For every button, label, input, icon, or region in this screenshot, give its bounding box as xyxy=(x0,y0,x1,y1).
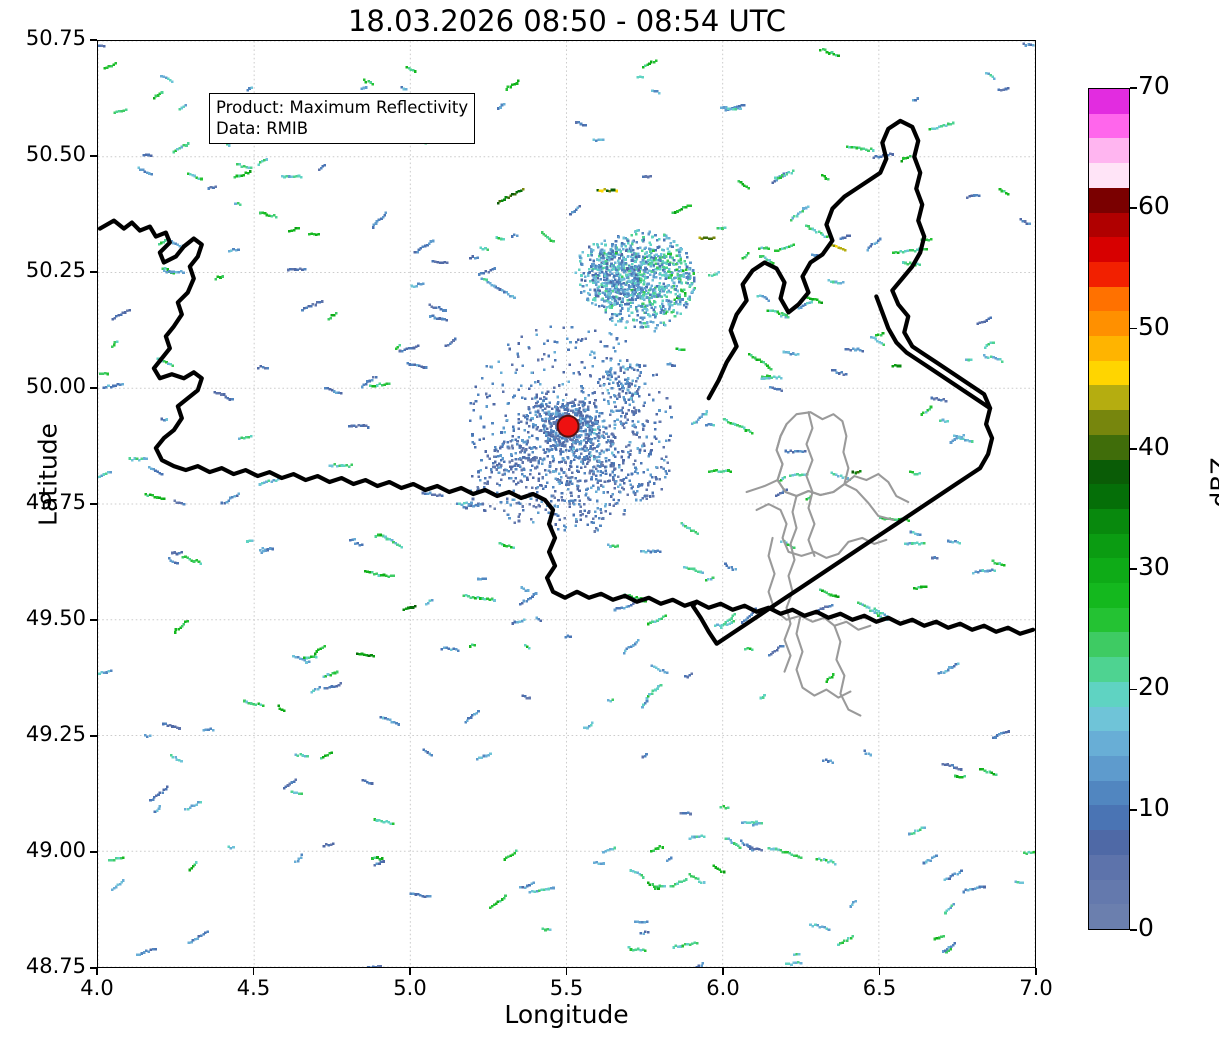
colorbar-band xyxy=(1089,360,1129,386)
colorbar-tick-mark xyxy=(1130,207,1137,210)
y-tick-label: 50.00 xyxy=(25,374,86,398)
colorbar-band xyxy=(1089,187,1129,213)
x-tick-label: 6.5 xyxy=(862,976,897,1000)
colorbar-band xyxy=(1089,780,1129,806)
x-tick-label: 4.5 xyxy=(236,976,271,1000)
colorbar-band xyxy=(1089,805,1129,831)
colorbar-tick-mark xyxy=(1130,929,1137,931)
colorbar-band xyxy=(1089,459,1129,485)
x-tick-mark xyxy=(252,968,255,975)
colorbar-tick-label: 20 xyxy=(1138,672,1170,702)
colorbar-band xyxy=(1089,484,1129,509)
y-tick-label: 48.75 xyxy=(25,954,86,978)
colorbar-tick-label: 40 xyxy=(1138,431,1170,461)
y-tick-mark xyxy=(90,851,97,853)
colorbar-band xyxy=(1089,311,1129,337)
country-borders xyxy=(98,118,1035,646)
y-tick-label: 49.25 xyxy=(25,722,86,746)
y-tick-label: 49.50 xyxy=(25,606,86,630)
product-info-box: Product: Maximum Reflectivity Data: RMIB xyxy=(209,93,476,145)
colorbar-band xyxy=(1089,261,1129,287)
x-tick-mark xyxy=(1035,968,1037,975)
colorbar-band xyxy=(1089,755,1129,781)
colorbar-tick-mark xyxy=(1130,568,1137,570)
colorbar-band xyxy=(1089,336,1129,361)
x-tick-label: 7.0 xyxy=(1019,976,1053,1000)
x-tick-label: 6.0 xyxy=(706,976,740,1000)
colorbar[interactable]: 0 10 20 30 40 50 60 70 xyxy=(1088,71,1170,942)
colorbar-tick-mark xyxy=(1130,327,1137,330)
x-tick-mark xyxy=(722,968,724,975)
colorbar-band xyxy=(1089,533,1129,559)
colorbar-band xyxy=(1089,385,1129,411)
colorbar-tick-label: 10 xyxy=(1138,792,1170,822)
radar-echo-layer xyxy=(98,42,1035,967)
colorbar-band xyxy=(1089,410,1129,435)
x-tick-mark xyxy=(96,968,98,975)
x-tick-label: 5.5 xyxy=(549,976,584,1000)
colorbar-band xyxy=(1089,286,1129,312)
colorbar-band xyxy=(1089,434,1129,460)
colorbar-band xyxy=(1089,731,1129,756)
colorbar-band xyxy=(1089,706,1129,732)
y-tick-mark xyxy=(90,155,97,157)
colorbar-band xyxy=(1089,607,1129,633)
y-tick-label: 49.75 xyxy=(25,490,86,514)
y-tick-mark xyxy=(90,387,97,389)
colorbar-band xyxy=(1089,212,1129,238)
info-product-line: Product: Maximum Reflectivity xyxy=(216,98,469,117)
colorbar-tick-label: 60 xyxy=(1138,191,1170,221)
x-tick-mark xyxy=(565,968,568,975)
colorbar-band xyxy=(1089,138,1129,164)
colorbar-tick-mark xyxy=(1130,688,1137,691)
colorbar-band xyxy=(1089,583,1129,608)
colorbar-band xyxy=(1089,632,1129,658)
map-plot-area[interactable]: Product: Maximum Reflectivity Data: RMIB xyxy=(97,40,1036,968)
colorbar-band xyxy=(1089,830,1129,855)
colorbar-tick-mark xyxy=(1130,87,1137,89)
y-tick-mark xyxy=(90,967,97,969)
colorbar-band xyxy=(1089,89,1129,114)
y-tick-mark xyxy=(90,503,97,505)
colorbar-tick-mark xyxy=(1130,448,1137,450)
colorbar-band xyxy=(1089,237,1129,262)
colorbar-band xyxy=(1089,681,1129,707)
y-tick-label: 49.00 xyxy=(25,838,86,862)
radar-station-marker[interactable] xyxy=(556,414,580,438)
page-title: 18.03.2026 08:50 - 08:54 UTC xyxy=(347,4,787,38)
colorbar-band xyxy=(1089,113,1129,139)
colorbar-gradient xyxy=(1088,88,1130,930)
x-tick-label: 5.0 xyxy=(393,976,427,1000)
x-tick-label: 4.0 xyxy=(80,976,114,1000)
colorbar-tick-label: 70 xyxy=(1138,71,1170,100)
admin-boundaries xyxy=(745,411,910,717)
colorbar-band xyxy=(1089,657,1129,682)
colorbar-tick-mark xyxy=(1130,808,1137,811)
y-tick-label: 50.50 xyxy=(25,142,86,166)
map-canvas xyxy=(98,41,1035,967)
colorbar-tick-label: 50 xyxy=(1138,311,1170,341)
y-tick-mark xyxy=(90,619,97,621)
x-tick-mark xyxy=(409,968,411,975)
y-tick-mark xyxy=(90,39,97,41)
y-tick-label: 50.75 xyxy=(25,26,86,50)
colorbar-band xyxy=(1089,879,1129,905)
colorbar-band xyxy=(1089,163,1129,188)
y-tick-label: 50.25 xyxy=(25,258,86,282)
colorbar-tick-label: 0 xyxy=(1138,913,1154,942)
info-data-line: Data: RMIB xyxy=(216,119,309,139)
y-tick-mark xyxy=(90,735,97,737)
y-tick-mark xyxy=(90,271,97,273)
x-axis-label: Longitude xyxy=(504,1000,629,1029)
colorbar-band xyxy=(1089,904,1129,929)
colorbar-tick-label: 30 xyxy=(1138,552,1170,582)
colorbar-band xyxy=(1089,508,1129,534)
x-tick-mark xyxy=(878,968,881,975)
grid-lines xyxy=(98,41,1035,967)
colorbar-band xyxy=(1089,854,1129,880)
colorbar-title: dBZ xyxy=(1205,457,1219,508)
y-axis-label: Latitude xyxy=(33,423,63,526)
colorbar-band xyxy=(1089,558,1129,584)
